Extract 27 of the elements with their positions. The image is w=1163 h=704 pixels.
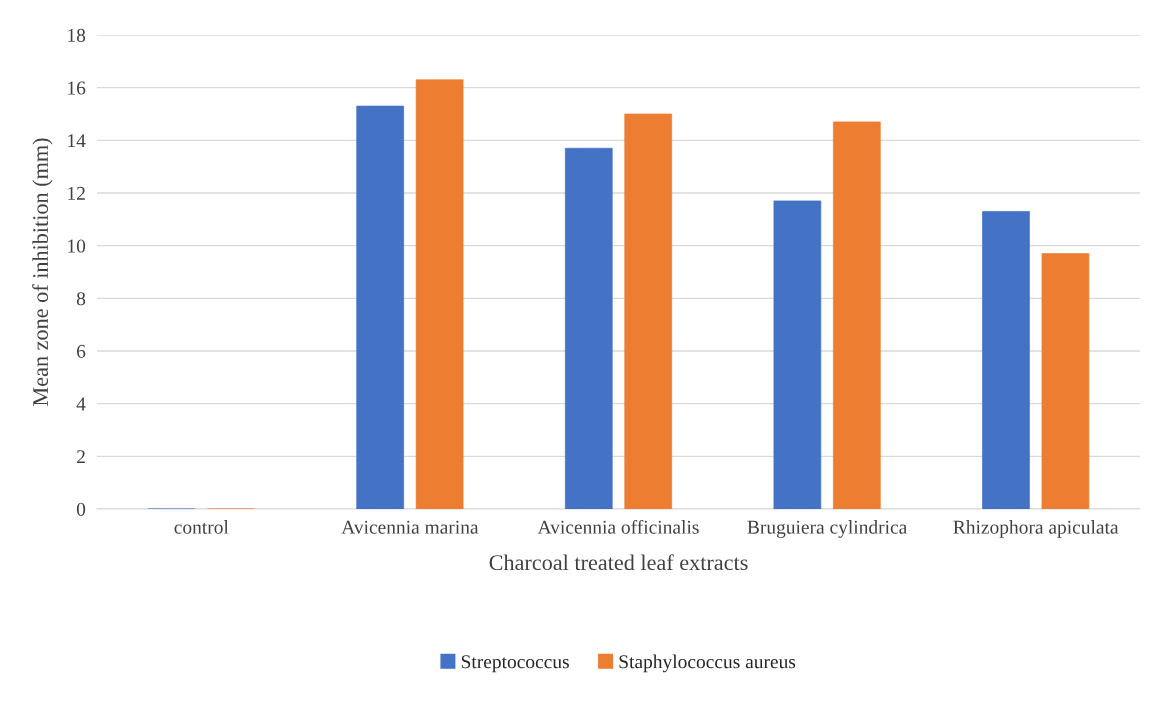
- y-tick-label: 12: [68, 186, 85, 200]
- bar: [564, 147, 613, 509]
- y-tick-label: 0: [76, 502, 86, 516]
- y-tick-label: 10: [68, 239, 86, 253]
- y-tick-label: 4: [76, 397, 86, 411]
- bar: [356, 105, 404, 509]
- x-tick-label: Rhizophora apiculata: [953, 520, 1119, 538]
- bar: [624, 113, 673, 509]
- x-tick-label: Bruguiera cylindrica: [747, 520, 908, 538]
- bar: [773, 200, 822, 509]
- x-tick-label: control: [174, 520, 229, 534]
- bar: [982, 211, 1030, 509]
- x-axis-title: Charcoal treated leaf extracts: [489, 554, 748, 571]
- y-tick-label: 18: [68, 28, 86, 42]
- x-tick-label: Avicennia officinalis: [537, 519, 699, 534]
- y-tick-label: 6: [77, 344, 86, 358]
- legend-label: Staphylococcus aureus: [619, 654, 796, 673]
- legend-label: Streptococcus: [461, 655, 569, 673]
- bar: [415, 79, 464, 509]
- bar: [833, 121, 881, 509]
- y-tick-label: 8: [76, 292, 86, 306]
- y-axis-title: Mean zone of inhibition (mm): [32, 138, 53, 406]
- y-tick-label: 16: [68, 81, 86, 95]
- y-tick-label: 14: [68, 134, 86, 148]
- x-tick-label: Avicennia marina: [341, 520, 479, 534]
- bar: [1041, 253, 1090, 509]
- y-tick-label: 2: [77, 450, 85, 464]
